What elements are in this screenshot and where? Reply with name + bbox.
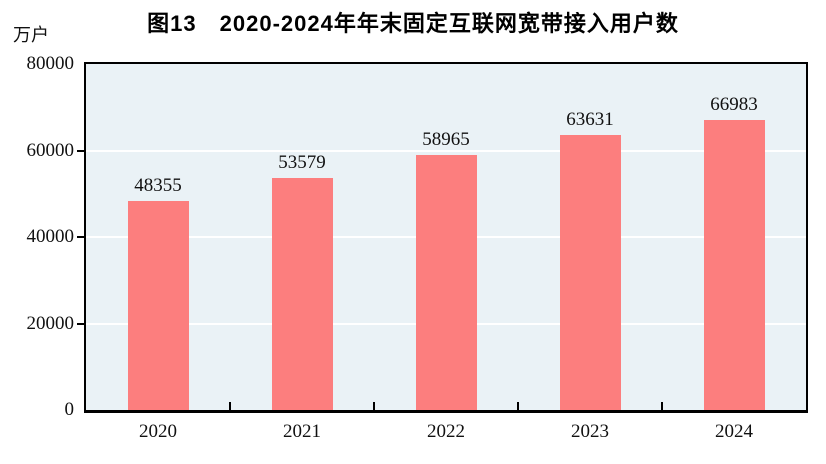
y-axis-tick-mark bbox=[77, 149, 84, 152]
x-axis-tick-mark bbox=[517, 402, 519, 410]
x-axis-tick-label: 2020 bbox=[139, 421, 177, 442]
y-axis: 0 20000 40000 60000 80000 bbox=[0, 0, 84, 464]
bar-2020: 48355 bbox=[127, 175, 189, 410]
x-axis-tick-mark bbox=[661, 402, 663, 410]
x-axis-tick-label: 2024 bbox=[715, 421, 753, 442]
chart-title: 图13 2020-2024年年末固定互联网宽带接入用户数 bbox=[147, 11, 679, 36]
y-axis-unit-label: 万户 bbox=[13, 25, 49, 45]
y-axis-tick-label: 20000 bbox=[26, 312, 75, 334]
y-axis-tick-label: 0 bbox=[64, 399, 75, 420]
x-axis-tick-label: 2023 bbox=[571, 421, 609, 442]
bar-value-label: 66983 bbox=[710, 94, 758, 116]
bar-2021: 53579 bbox=[271, 152, 333, 410]
bar-2023: 63631 bbox=[559, 109, 621, 410]
bar-value-label: 58965 bbox=[422, 128, 470, 150]
bar-value-label: 63631 bbox=[566, 108, 614, 130]
y-axis-tick-label: 60000 bbox=[26, 139, 75, 161]
y-axis-tick-mark bbox=[77, 236, 84, 238]
bar-2022: 58965 bbox=[415, 129, 477, 410]
x-axis-tick-mark bbox=[373, 402, 375, 410]
gridline bbox=[86, 149, 806, 152]
y-axis-tick-mark bbox=[77, 322, 84, 325]
x-axis-tick-label: 2021 bbox=[283, 421, 321, 442]
x-axis-tick-mark bbox=[229, 402, 231, 410]
plot-area: 48355 53579 58965 63631 66983 bbox=[84, 62, 808, 413]
y-axis-tick-label: 80000 bbox=[26, 53, 75, 74]
x-axis: 2020 2021 2022 2023 2024 bbox=[86, 420, 806, 446]
bar-2024: 66983 bbox=[703, 94, 765, 410]
y-axis-tick-label: 40000 bbox=[26, 226, 75, 247]
bar-value-label: 48355 bbox=[134, 174, 182, 196]
x-axis-tick-label: 2022 bbox=[427, 421, 465, 442]
bar-value-label: 53579 bbox=[278, 152, 326, 174]
